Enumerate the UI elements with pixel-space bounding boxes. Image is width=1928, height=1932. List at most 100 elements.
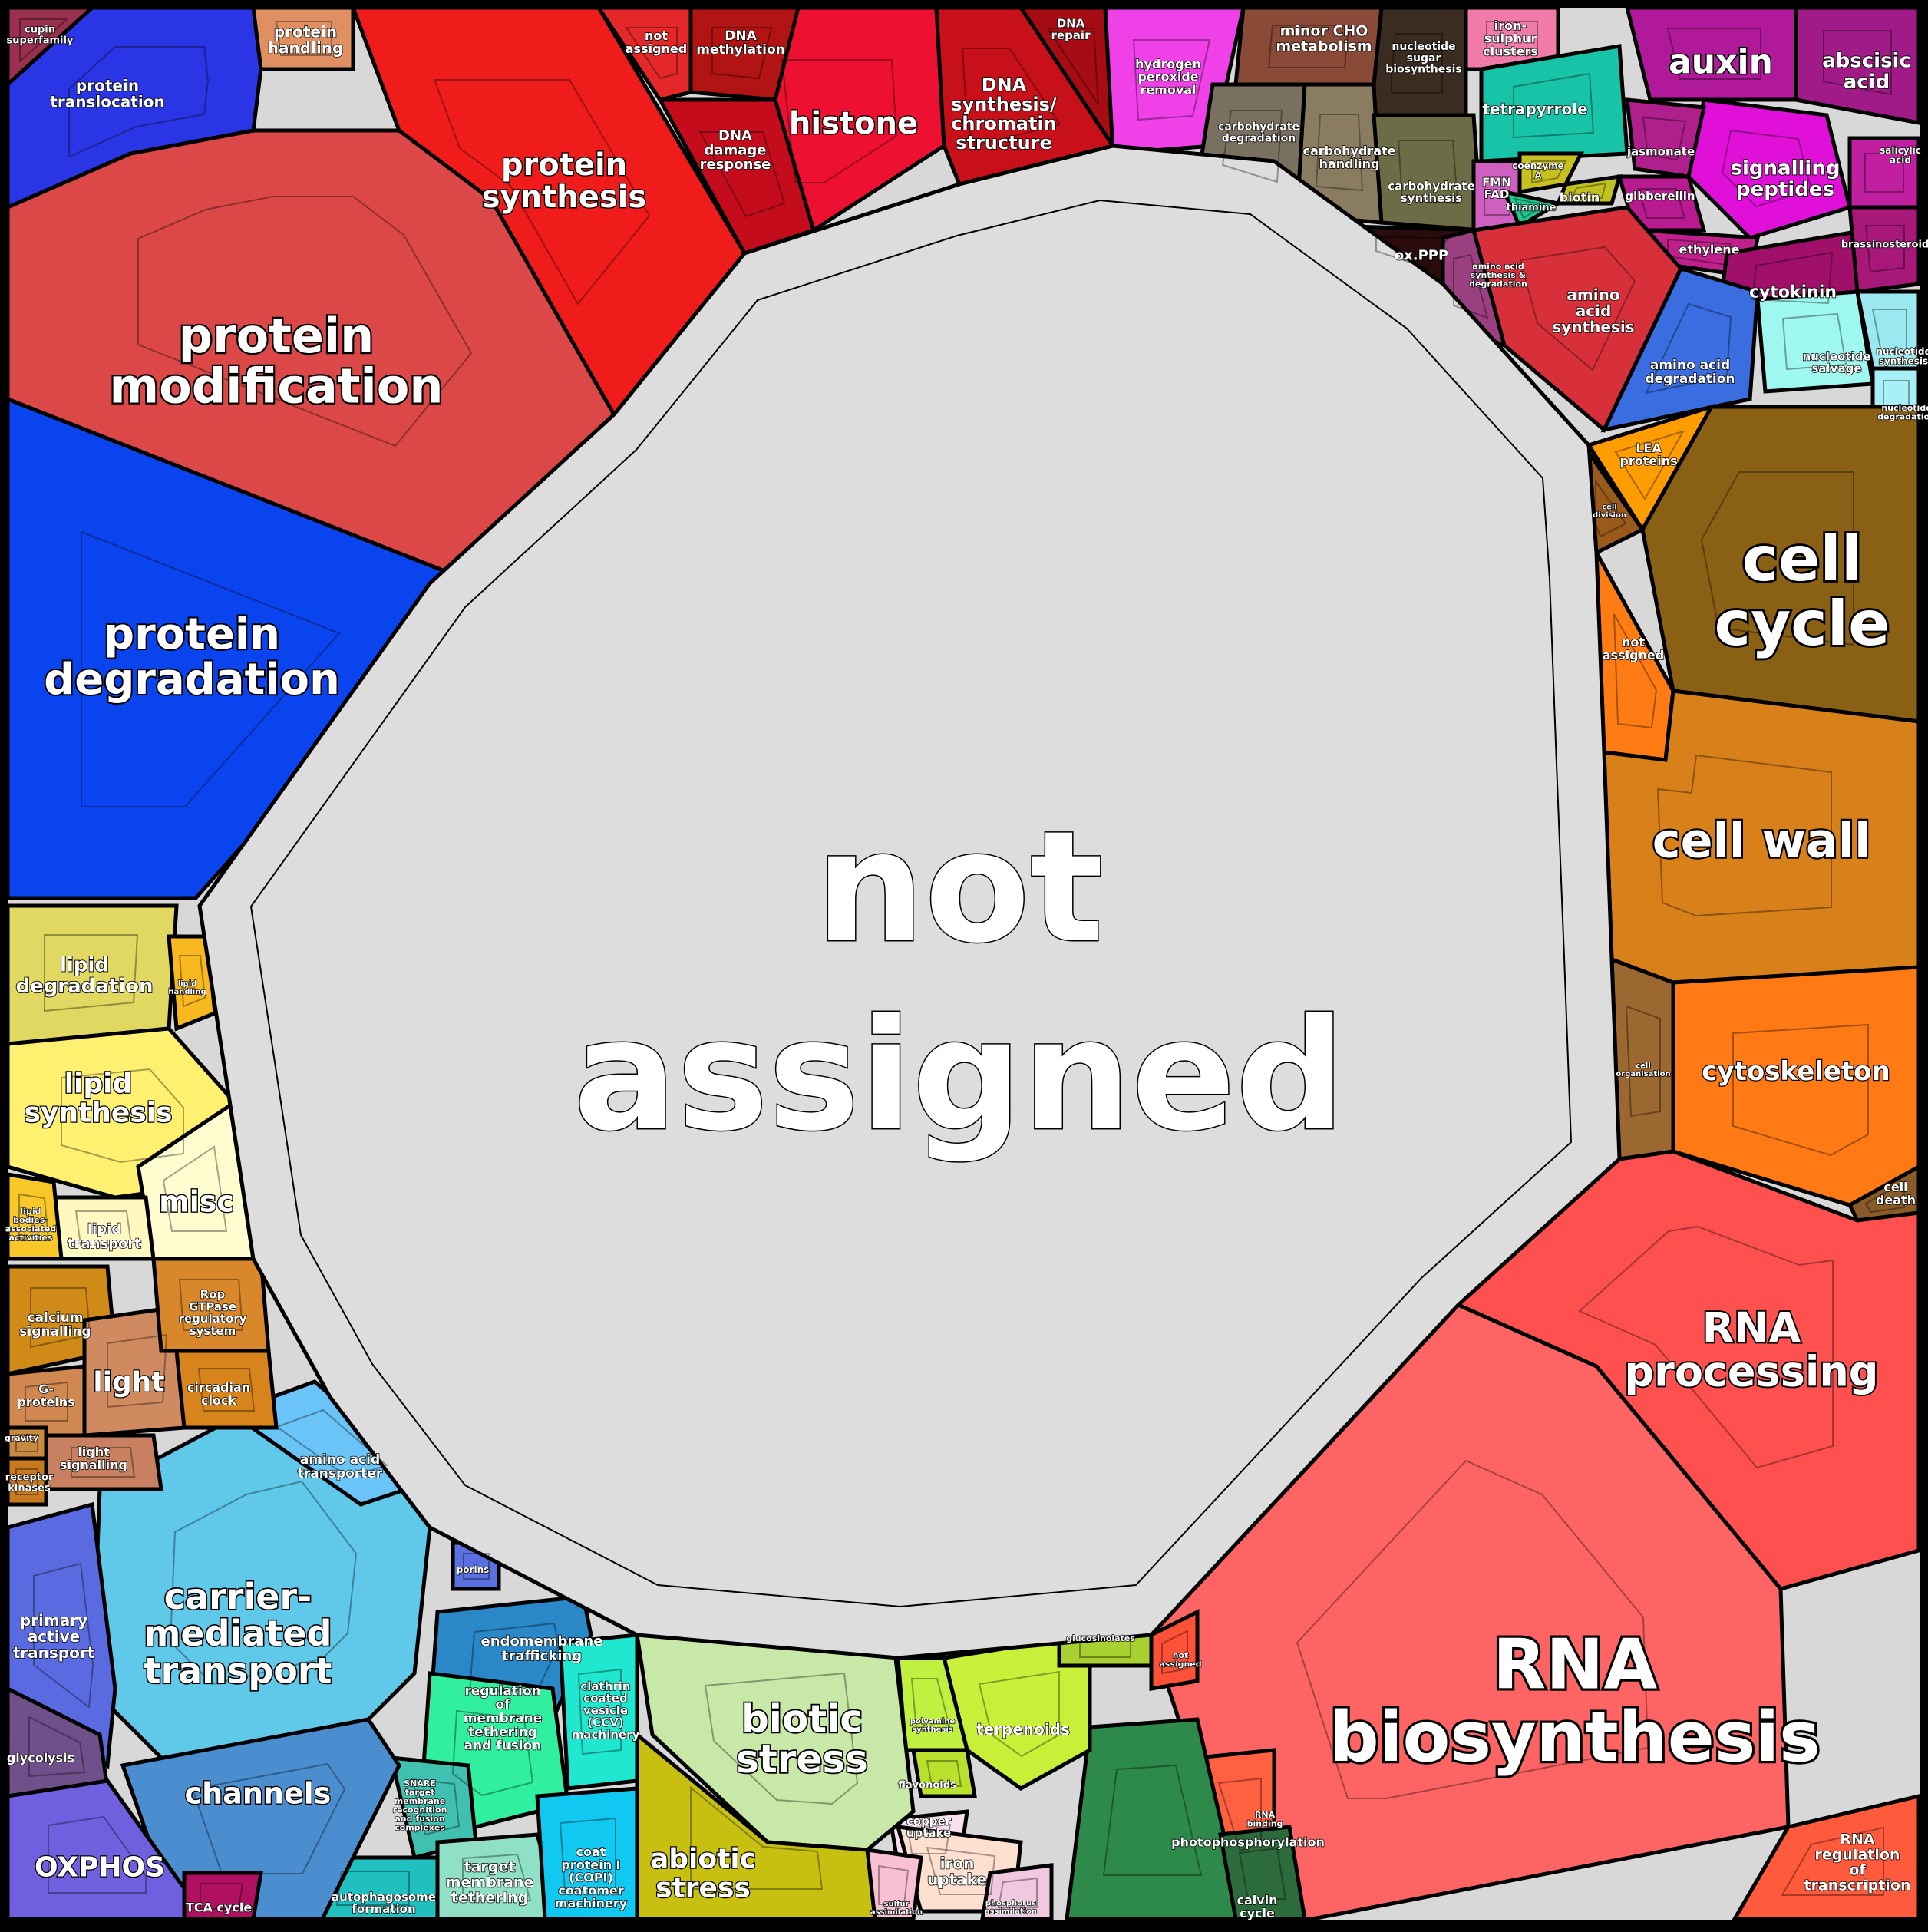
- label-lipid-bodies-line-0: lipid: [20, 1207, 41, 1217]
- label-biotin-line-0: biotin: [1560, 190, 1600, 205]
- label-lipid-synthesis: lipid synthesis: [25, 1068, 173, 1129]
- label-lipid-synthesis-line-1: synthesis: [25, 1098, 173, 1129]
- label-cell-death: cell death: [1876, 1180, 1916, 1207]
- cell-cell-cycle: [1640, 405, 1921, 724]
- label-photophosphorylation-line-0: photophosphorylation: [1171, 1835, 1325, 1850]
- subcell-flavonoids: [926, 1760, 962, 1787]
- subcell-tetrapyrrole: [1513, 72, 1595, 139]
- label-cupin-superfamily-line-0: cupin: [25, 25, 55, 36]
- subcell-dna-repair: [1046, 28, 1100, 107]
- label-lea-proteins-line-0: LEA: [1636, 441, 1662, 455]
- label-abiotic-stress-line-1: stress: [655, 1873, 751, 1904]
- label-ox-ppp: ox.PPP: [1395, 247, 1448, 263]
- subcell-cupin-superfamily: [19, 18, 69, 64]
- label-center-line-0: not: [815, 798, 1103, 977]
- label-biotic-stress-line-0: biotic: [741, 1696, 863, 1741]
- label-signalling-peptides-line-1: peptides: [1736, 178, 1834, 201]
- label-calcium-signalling-line-1: signalling: [19, 1324, 91, 1339]
- label-carbohydrate-synthesis-line-0: carbohydrate: [1388, 179, 1475, 193]
- subcell-biotic-stress: [704, 1672, 859, 1805]
- label-rna-not-assigned: not assigned: [1159, 1650, 1201, 1669]
- subcell-carbohydrate-handling: [1315, 114, 1364, 192]
- cell-lipid-bodies: [5, 1172, 64, 1261]
- cell-abscisic-acid: [1794, 5, 1921, 126]
- label-polyamine-synthesis-line-1: synthesis: [912, 1726, 953, 1734]
- subcell-protein-degradation: [81, 530, 341, 807]
- label-clathrin-coated-vesicle-line-3: (CCV): [587, 1716, 623, 1729]
- label-center-not-assigned: not assigned: [573, 798, 1345, 1165]
- subcell-polyamine-synthesis: [910, 1678, 952, 1730]
- subcell-amino-acid-synthesis-degradation: [1453, 253, 1489, 319]
- label-tetrapyrrole: tetrapyrrole: [1482, 100, 1587, 118]
- subcell-clathrin-coated-vesicle: [577, 1668, 622, 1755]
- cell-protein-handling: [251, 5, 355, 71]
- label-rna-regulation-of-transcription-line-2: of: [1849, 1862, 1866, 1879]
- cell-nucleotide-salvage: [1755, 289, 1875, 394]
- label-cell-cycle: cell cycle: [1715, 523, 1890, 659]
- label-rna-biosynthesis-line-0: RNA: [1493, 1624, 1658, 1705]
- label-dna-methylation-line-1: methylation: [696, 42, 785, 58]
- subcell-jasmonate: [1642, 116, 1687, 161]
- subcell-circadian-clock: [197, 1368, 256, 1412]
- label-circadian-clock: circadian clock: [187, 1380, 250, 1408]
- cell-salicylic-acid: [1847, 136, 1921, 210]
- label-carbohydrate-degradation-line-1: degradation: [1222, 132, 1296, 144]
- label-snare-line-0: SNARE: [404, 1778, 436, 1788]
- label-protein-synthesis-line-1: synthesis: [482, 180, 646, 215]
- label-light-line-0: light: [93, 1367, 164, 1399]
- subcell-thiamine: [1514, 197, 1547, 220]
- cell-receptor-kinases: [5, 1456, 48, 1507]
- label-calvin-cycle-line-0: calvin: [1236, 1893, 1277, 1907]
- label-cupin-superfamily-line-1: superfamily: [7, 35, 74, 46]
- label-dna-damage-response: DNA damage response: [700, 127, 771, 173]
- label-center-line-1: assigned: [573, 986, 1345, 1165]
- label-circadian-clock-line-1: clock: [201, 1393, 236, 1408]
- label-clathrin-coated-vesicle: clathrin coated vesicle (CCV) machinery: [572, 1679, 640, 1742]
- label-nucleotide-salvage: nucleotide salvage: [1802, 349, 1870, 375]
- label-auxin-line-0: auxin: [1669, 42, 1773, 81]
- subcell-glucosinolates: [1079, 1635, 1131, 1658]
- label-oxphos-line-0: OXPHOS: [35, 1852, 165, 1884]
- subcell-abiotic-stress: [690, 1785, 824, 1890]
- subcell-amino-acid-transporter: [275, 1409, 388, 1479]
- label-carbohydrate-handling-line-0: carbohydrate: [1302, 144, 1395, 158]
- label-protein-degradation-line-0: protein: [104, 609, 280, 659]
- label-cell-cycle-line-0: cell: [1742, 523, 1863, 595]
- label-dna-repair-line-1: repair: [1051, 28, 1091, 42]
- label-autophagosome-formation: autophagosome formation: [332, 1890, 436, 1916]
- subcell-carrier-mediated-transport: [169, 1480, 358, 1686]
- label-rna-binding-line-0: RNA: [1255, 1810, 1276, 1820]
- label-cytokinin-line-0: cytokinin: [1749, 283, 1837, 302]
- subcell-misc: [162, 1145, 228, 1232]
- label-misc: misc: [159, 1184, 234, 1218]
- label-rop-gtpase-line-2: regulatory: [179, 1312, 247, 1326]
- subcell-nucleotide-degradation: [1883, 380, 1910, 411]
- label-iron-sulphur-clusters-line-2: clusters: [1483, 44, 1538, 58]
- label-cell-cycle-line-1: cycle: [1715, 588, 1890, 659]
- subcell-fmn-fad: [1484, 176, 1510, 216]
- subcell-hydrogen-peroxide-removal: [1132, 39, 1211, 121]
- label-coenzyme-a: coenzyme A: [1512, 160, 1564, 181]
- label-carrier-mediated-transport-line-2: transport: [144, 1650, 332, 1691]
- label-protein-translocation-line-0: protein: [76, 77, 139, 95]
- cell-biotin: [1555, 173, 1623, 206]
- subcell-target-membrane-tethering: [462, 1853, 532, 1901]
- label-cell-organisation: cell organisation: [1616, 1062, 1670, 1078]
- label-rna-regulation-of-transcription-line-3: transcription: [1804, 1878, 1910, 1894]
- label-dna-repair-line-0: DNA: [1057, 16, 1085, 30]
- label-lipid-bodies-line-1: bodies-: [13, 1215, 48, 1225]
- subcell-nucleotide-synthesis: [1871, 309, 1907, 352]
- label-rna-biosynthesis-line-1: biosynthesis: [1329, 1697, 1821, 1778]
- label-salicylic-acid: salicylic acid: [1880, 145, 1921, 166]
- cell-rna-regulation-of-transcription: [1731, 1793, 1921, 1921]
- label-clathrin-coated-vesicle-line-2: vesicle: [583, 1703, 628, 1717]
- cell-phosphorus-assimilation: [980, 1863, 1054, 1921]
- label-copi-line-4: machinery: [555, 1896, 628, 1911]
- label-salicylic-acid-line-1: acid: [1890, 155, 1911, 166]
- label-nucleotide-sugar-biosynthesis-line-2: biosynthesis: [1385, 64, 1461, 76]
- label-cell-division-line-0: cell: [1602, 503, 1617, 511]
- label-phosphorus-assimilation: phosphorus assimilation: [985, 1899, 1037, 1916]
- label-carbohydrate-degradation-line-0: carbohydrate: [1218, 121, 1299, 134]
